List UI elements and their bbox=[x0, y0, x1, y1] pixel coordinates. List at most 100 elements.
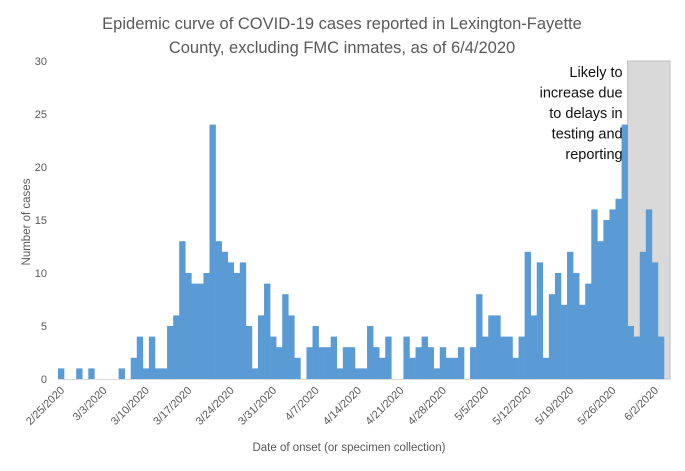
bar-day-42 bbox=[312, 326, 319, 379]
bar-day-74 bbox=[506, 336, 513, 379]
x-axis-title: Date of onset (or specimen collection) bbox=[252, 442, 445, 454]
x-tick-label: 5/12/2020 bbox=[491, 385, 534, 428]
bar-day-27 bbox=[221, 251, 228, 379]
bar-day-35 bbox=[270, 336, 277, 379]
x-tick-label: 3/10/2020 bbox=[109, 385, 152, 428]
y-tick-labels: 0 5 10 15 20 25 30 bbox=[35, 56, 47, 386]
bar-day-13 bbox=[136, 336, 144, 379]
bar-day-25 bbox=[209, 124, 216, 379]
reporting-delay-annotation: Likely to increase due to delays in testing… bbox=[540, 65, 623, 163]
bar-day-82 bbox=[554, 273, 562, 379]
bar-day-53 bbox=[379, 357, 386, 379]
x-tick-label: 3/3/2020 bbox=[71, 385, 110, 424]
bars-group bbox=[58, 124, 665, 379]
bar-day-24 bbox=[203, 273, 210, 379]
bar-day-87 bbox=[585, 283, 592, 379]
bar-day-20 bbox=[179, 241, 186, 379]
x-tick-label: 4/7/2020 bbox=[283, 385, 322, 424]
bar-day-73 bbox=[500, 336, 507, 379]
bar-day-61 bbox=[427, 347, 435, 379]
x-tick-label: 4/21/2020 bbox=[363, 385, 406, 428]
bar-day-83 bbox=[560, 304, 568, 379]
bar-day-98 bbox=[651, 262, 659, 379]
bar-day-30 bbox=[239, 262, 247, 379]
bar-day-52 bbox=[373, 347, 380, 379]
bar-day-70 bbox=[482, 336, 489, 379]
bar-day-23 bbox=[197, 283, 204, 379]
bar-day-66 bbox=[457, 347, 465, 379]
bar-day-26 bbox=[215, 241, 222, 379]
bar-day-51 bbox=[367, 326, 374, 379]
bar-day-33 bbox=[257, 315, 265, 379]
bar-day-31 bbox=[245, 326, 253, 379]
bar-day-45 bbox=[330, 336, 338, 379]
bar-day-18 bbox=[167, 326, 174, 379]
bar-day-77 bbox=[524, 251, 531, 379]
bar-day-5 bbox=[88, 368, 95, 379]
y-tick-label: 25 bbox=[35, 109, 47, 121]
bar-day-68 bbox=[470, 347, 477, 379]
bar-day-64 bbox=[445, 357, 453, 379]
annotation-line: to delays in bbox=[549, 106, 622, 122]
bar-day-34 bbox=[264, 283, 271, 379]
bar-day-38 bbox=[288, 315, 295, 379]
x-tick-label: 3/17/2020 bbox=[151, 385, 194, 428]
bar-day-17 bbox=[161, 368, 168, 379]
bar-day-91 bbox=[609, 209, 616, 379]
bar-day-89 bbox=[597, 241, 604, 379]
bar-day-96 bbox=[639, 251, 647, 379]
bar-day-12 bbox=[130, 357, 138, 379]
x-tick-label: 3/31/2020 bbox=[236, 385, 279, 428]
bar-day-94 bbox=[627, 326, 634, 379]
y-tick-label: 20 bbox=[35, 162, 47, 174]
bar-day-48 bbox=[348, 347, 356, 379]
bar-day-97 bbox=[645, 209, 653, 379]
chart-title-line-1: Epidemic curve of COVID-19 cases reporte… bbox=[102, 15, 582, 33]
bar-day-47 bbox=[342, 347, 350, 379]
bar-day-88 bbox=[591, 209, 598, 379]
y-tick-label: 5 bbox=[41, 321, 47, 333]
bar-day-92 bbox=[615, 198, 622, 379]
bar-day-44 bbox=[324, 347, 331, 379]
bar-day-69 bbox=[476, 294, 483, 379]
bar-day-54 bbox=[385, 336, 392, 379]
bar-day-72 bbox=[494, 315, 501, 379]
bar-day-19 bbox=[173, 315, 180, 379]
bar-day-37 bbox=[282, 294, 289, 379]
y-axis-title: Number of cases bbox=[21, 178, 33, 265]
bar-day-59 bbox=[415, 347, 422, 379]
bar-day-80 bbox=[542, 357, 550, 379]
bar-day-50 bbox=[361, 368, 368, 379]
x-tick-label: 5/26/2020 bbox=[576, 385, 619, 428]
annotation-line: testing and bbox=[552, 127, 623, 143]
bar-day-28 bbox=[227, 262, 235, 379]
y-tick-label: 10 bbox=[35, 268, 47, 280]
x-tick-label: 6/2/2020 bbox=[622, 385, 661, 424]
bar-day-46 bbox=[336, 368, 344, 379]
bar-day-3 bbox=[76, 368, 83, 379]
bar-day-21 bbox=[185, 273, 192, 379]
bar-day-99 bbox=[657, 336, 665, 379]
bar-day-76 bbox=[518, 336, 525, 379]
bar-day-90 bbox=[603, 220, 610, 379]
annotation-line: reporting bbox=[565, 147, 622, 163]
bar-day-65 bbox=[451, 357, 459, 379]
bar-day-16 bbox=[154, 368, 162, 379]
bar-day-14 bbox=[142, 368, 150, 379]
bar-day-29 bbox=[233, 273, 241, 379]
bar-day-15 bbox=[148, 336, 156, 379]
x-tick-label: 4/28/2020 bbox=[406, 385, 449, 428]
bar-day-86 bbox=[579, 304, 586, 379]
annotation-line: increase due bbox=[540, 86, 623, 102]
bar-day-58 bbox=[409, 357, 416, 379]
bar-day-32 bbox=[251, 368, 259, 379]
bar-day-78 bbox=[530, 315, 538, 379]
bar-day-0 bbox=[58, 368, 65, 379]
bar-day-10 bbox=[118, 368, 125, 379]
x-tick-label: 2/25/2020 bbox=[24, 385, 67, 428]
bar-day-49 bbox=[354, 368, 362, 379]
x-tick-label: 5/19/2020 bbox=[533, 385, 576, 428]
chart-title-line-2: County, excluding FMC inmates, as of 6/4… bbox=[169, 39, 515, 57]
bar-day-22 bbox=[191, 283, 198, 379]
